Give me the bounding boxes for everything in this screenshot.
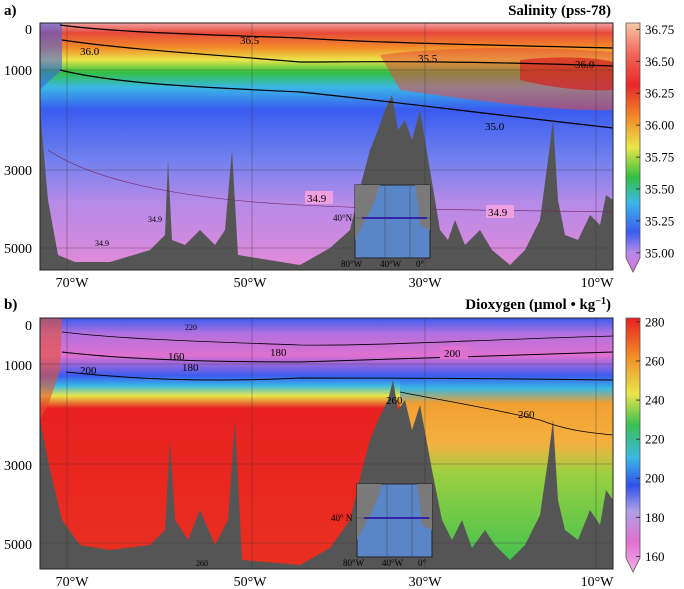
panel-a-frame xyxy=(39,22,614,271)
panel-b-grid xyxy=(40,318,613,569)
panel-b-frame xyxy=(39,317,614,570)
salinity-contours xyxy=(47,24,613,213)
panel-a-salinity: a) Salinity (pss-78) 36.0 36.5 35.5 36.0… xyxy=(4,3,674,291)
panel-a-grid xyxy=(40,23,613,270)
salinity-contour-labels: 36.0 36.5 35.5 36.0 35.0 34.9 34.9 34.9 … xyxy=(80,35,595,248)
contour-label: 34.9 xyxy=(307,193,327,205)
dioxygen-field-east xyxy=(400,318,613,569)
inset-lat-label: 40° N xyxy=(331,513,353,523)
panel-b-letter: b) xyxy=(4,297,17,313)
colorbar-tick-label: 240 xyxy=(645,393,665,408)
panel-b-title-sup: −1 xyxy=(595,296,606,307)
contour-label: 36.0 xyxy=(80,46,100,58)
contour-label: 34.9 xyxy=(148,215,162,224)
panel-a-title: Salinity (pss-78) xyxy=(508,3,611,19)
panel-b-title: Dioxygen (μmol • kg−1) xyxy=(465,296,611,314)
panel-a-inset-map: 40°N 80°W 40°W 0° xyxy=(333,184,431,269)
contour-label-bg xyxy=(305,191,333,204)
inset-lon-label: 80°W xyxy=(343,558,365,568)
colorbar-tick-label: 35.50 xyxy=(645,182,674,197)
x-tick-label: 10°W xyxy=(581,276,615,291)
y-tick-label: 0 xyxy=(25,319,32,334)
salinity-section xyxy=(40,23,613,270)
colorbar-tick-label: 280 xyxy=(645,314,665,329)
contour-label: 180 xyxy=(270,347,287,359)
y-tick-label: 1000 xyxy=(4,64,32,79)
inset-lon-label: 40°W xyxy=(380,259,402,269)
contour-label: 200 xyxy=(80,365,97,377)
colorbar-tick-label: 36.25 xyxy=(645,86,674,101)
contour-label: 35.5 xyxy=(418,53,438,65)
x-tick-label: 70°W xyxy=(56,276,90,291)
contour-label: 160 xyxy=(168,351,185,363)
contour-label: 260 xyxy=(518,409,535,421)
contour-label: 35.0 xyxy=(485,121,505,133)
colorbar-a-ticks: 36.75 36.50 36.25 36.00 35.75 35.50 35.25 35.00 xyxy=(636,22,674,260)
dioxygen-section xyxy=(40,318,613,569)
panel-b-dioxygen: b) Dioxygen (μmol • kg−1) 160 180 200 18… xyxy=(4,296,665,589)
y-tick-label: 5000 xyxy=(4,242,32,257)
y-tick-label: 3000 xyxy=(4,164,32,179)
colorbar-tick-label: 35.25 xyxy=(645,213,674,228)
contour-label: 36.5 xyxy=(240,35,260,47)
x-tick-label: 30°W xyxy=(409,575,443,589)
panel-a-xticks: 70°W 50°W 30°W 10°W xyxy=(56,276,615,291)
y-tick-label: 5000 xyxy=(4,538,32,553)
panel-b-inset-map: 40° N 80°W 40°W 0° xyxy=(331,483,433,568)
colorbar-tick-label: 36.75 xyxy=(645,22,674,37)
panel-a-letter: a) xyxy=(4,3,17,19)
panel-b-colorbar: 280 260 240 220 200 180 160 xyxy=(625,314,665,573)
inset-lon-label: 80°W xyxy=(341,259,363,269)
x-tick-label: 70°W xyxy=(56,575,90,589)
x-tick-label: 50°W xyxy=(234,575,268,589)
salinity-topography xyxy=(40,95,613,270)
contour-label: 260 xyxy=(386,395,403,407)
dioxygen-contour-labels: 160 180 200 180 200 260 260 220 260 xyxy=(80,323,535,568)
inset-lon-label: 40°W xyxy=(382,558,404,568)
contour-label: 200 xyxy=(444,348,461,360)
colorbar-tick-label: 220 xyxy=(645,432,665,447)
panel-b-title-main: Dioxygen (μmol • kg xyxy=(465,297,596,313)
contour-label: 260 xyxy=(196,559,208,568)
panel-b-title-close: ) xyxy=(606,297,611,313)
y-tick-label: 1000 xyxy=(4,359,32,374)
colorbar-tick-label: 160 xyxy=(645,549,665,564)
panel-b-xticks: 70°W 50°W 30°W 10°W xyxy=(56,575,615,589)
inset-lon-label: 0° xyxy=(418,558,427,568)
colorbar-tick-label: 200 xyxy=(645,471,665,486)
panel-a-yticks: 0 1000 3000 5000 xyxy=(4,23,32,257)
dioxygen-topography xyxy=(40,380,613,569)
contour-label: 180 xyxy=(182,362,199,374)
salinity-west-shelf xyxy=(40,23,62,90)
x-tick-label: 30°W xyxy=(409,276,443,291)
x-tick-label: 10°W xyxy=(581,575,615,589)
contour-label: 34.9 xyxy=(488,207,508,219)
contour-label-bg xyxy=(440,346,468,359)
colorbar-tick-label: 260 xyxy=(645,353,665,368)
y-tick-label: 0 xyxy=(25,23,32,38)
colorbar-tick-label: 180 xyxy=(645,510,665,525)
colorbar-tick-label: 36.50 xyxy=(645,54,674,69)
dioxygen-west-shelf xyxy=(40,318,62,420)
dioxygen-contours xyxy=(61,331,613,436)
colorbar-tick-label: 35.75 xyxy=(645,150,674,165)
y-tick-label: 3000 xyxy=(4,459,32,474)
x-tick-label: 50°W xyxy=(234,276,268,291)
colorbar-b-ticks: 280 260 240 220 200 180 160 xyxy=(636,314,665,564)
panel-a-colorbar: 36.75 36.50 36.25 36.00 35.75 35.50 35.25 35.00 xyxy=(625,22,674,273)
inset-lon-label: 0° xyxy=(416,259,425,269)
panel-b-yticks: 0 1000 3000 5000 xyxy=(4,319,32,553)
colorbar-tick-label: 35.00 xyxy=(645,245,674,260)
colorbar-tick-label: 36.00 xyxy=(645,118,674,133)
contour-label-bg xyxy=(486,205,514,218)
contour-label: 36.0 xyxy=(575,59,595,71)
contour-label: 220 xyxy=(185,323,197,332)
contour-label: 34.9 xyxy=(95,239,109,248)
inset-lat-label: 40°N xyxy=(333,213,353,223)
